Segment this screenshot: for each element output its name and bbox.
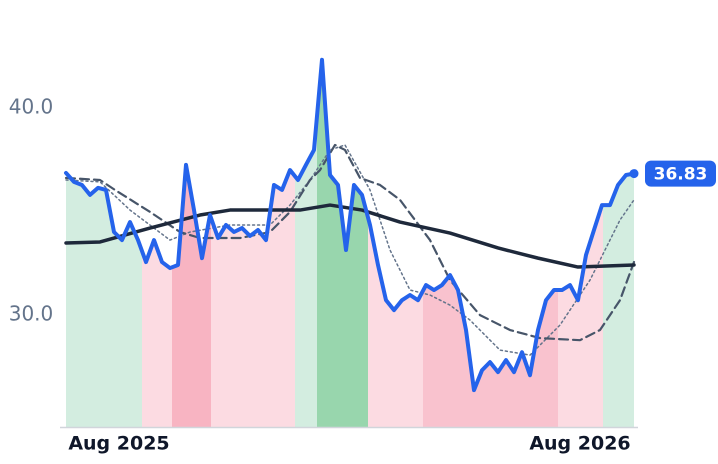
- y-tick-label: 30.0: [9, 302, 54, 326]
- last-value-badge: [645, 160, 716, 187]
- band: [211, 59, 295, 427]
- band: [558, 59, 603, 427]
- y-tick-label: 40.0: [9, 94, 54, 118]
- band: [142, 59, 172, 427]
- series-line: [65, 144, 635, 356]
- x-tick-label: Aug 2026: [529, 433, 630, 455]
- band: [66, 59, 142, 427]
- last-point: [629, 169, 639, 179]
- series-line: [64, 203, 636, 269]
- series-line: [64, 57, 636, 393]
- band: [295, 59, 317, 427]
- x-tick-label: Aug 2025: [68, 433, 169, 455]
- band: [603, 59, 634, 427]
- last-value-label: 36.83: [654, 165, 708, 185]
